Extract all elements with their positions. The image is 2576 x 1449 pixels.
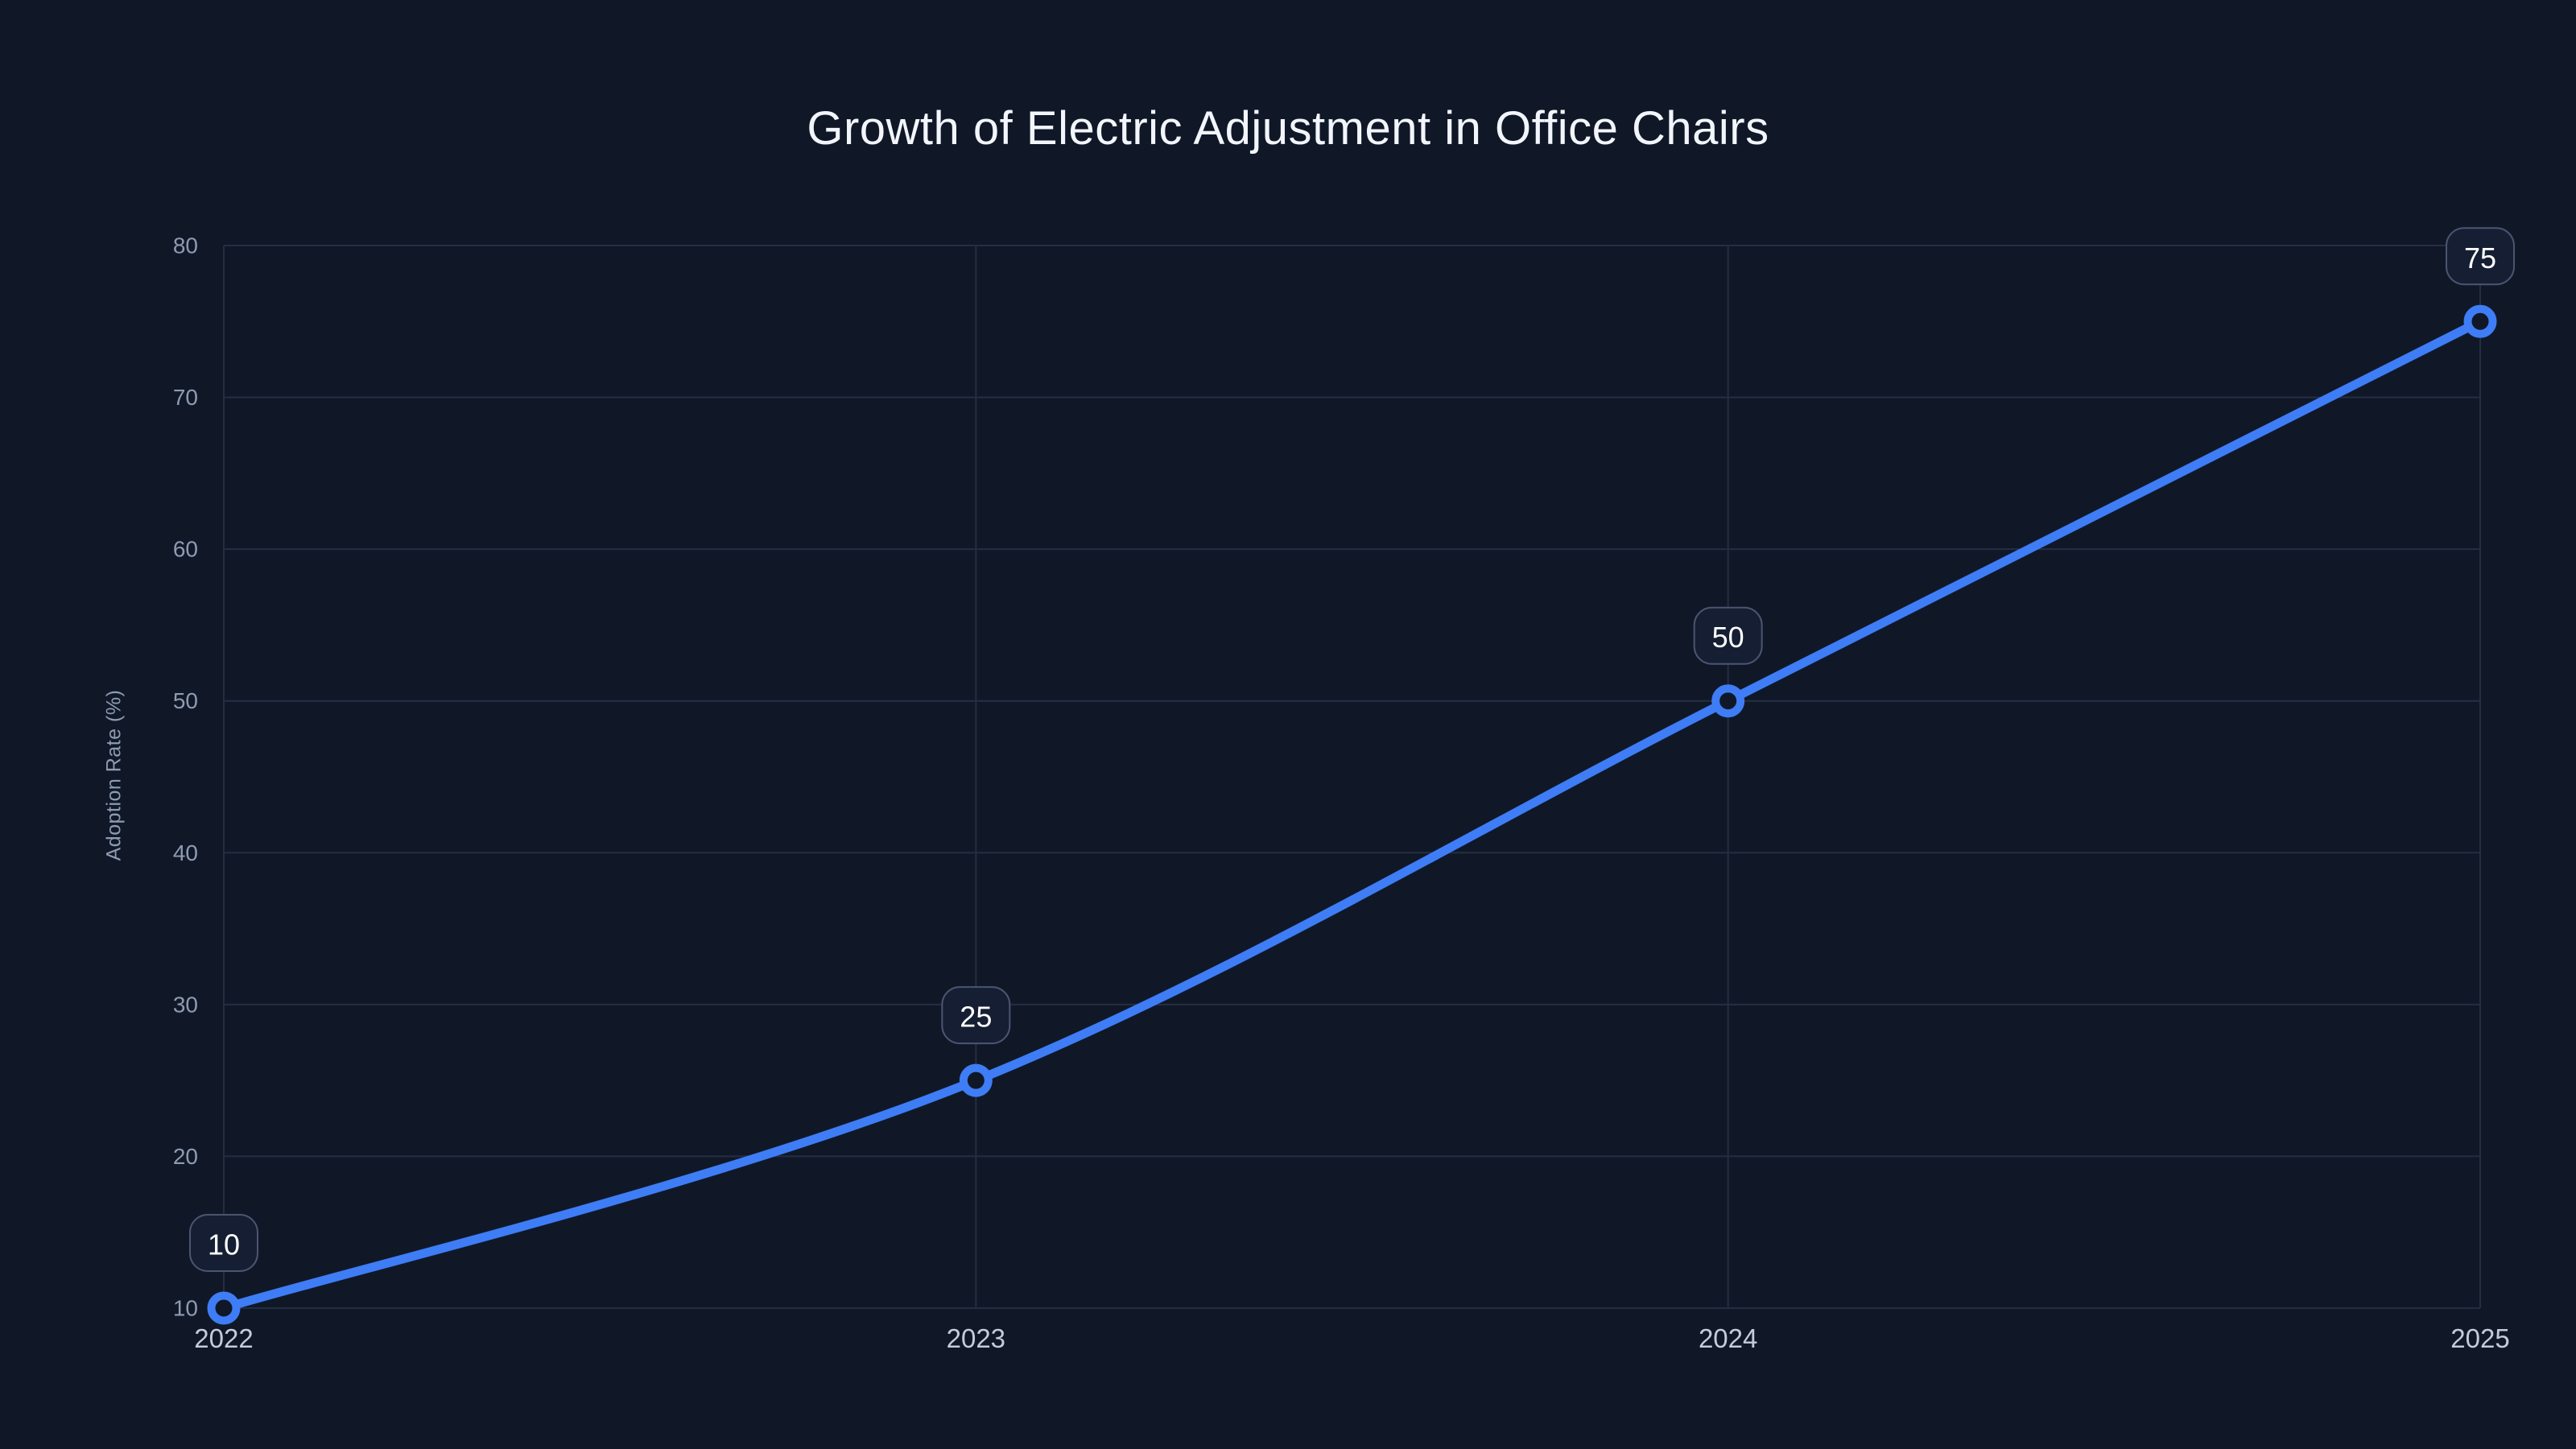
- grid-layer: [223, 245, 2481, 1309]
- data-label-text: 75: [2464, 242, 2496, 275]
- x-tick-label: 2025: [2450, 1323, 2509, 1353]
- y-tick-label: 60: [173, 537, 198, 562]
- data-label-badge: [2446, 227, 2515, 286]
- data-point-marker[interactable]: [959, 1063, 993, 1097]
- y-tick-label: 50: [173, 688, 198, 713]
- data-label-badge: [1693, 606, 1763, 665]
- data-label-text: 50: [1712, 621, 1744, 654]
- data-point-marker[interactable]: [1711, 684, 1745, 718]
- series-layer: [207, 304, 2497, 1325]
- y-tick-label: 40: [173, 840, 198, 865]
- y-tick-label: 30: [173, 992, 198, 1017]
- data-point-marker[interactable]: [207, 1291, 241, 1325]
- y-tick-label: 20: [173, 1144, 198, 1169]
- x-tick-label: 2024: [1699, 1323, 1757, 1353]
- y-tick-label: 80: [173, 233, 198, 258]
- label-layer: 10 25 50 75 10 20 30 40 50 60 70 80 2022 2023 2024 2025: [173, 227, 2515, 1353]
- data-label-badge: [941, 986, 1011, 1045]
- x-tick-label: 2023: [947, 1323, 1005, 1353]
- data-label-text: 25: [960, 1001, 992, 1034]
- data-label-badge: [189, 1214, 258, 1272]
- data-point-marker[interactable]: [2463, 304, 2497, 338]
- chart-title: Growth of Electric Adjustment in Office …: [807, 102, 1769, 155]
- y-tick-label: 10: [173, 1296, 198, 1321]
- x-tick-label: 2022: [194, 1323, 253, 1353]
- data-label-text: 10: [208, 1228, 240, 1261]
- series-line-path: [219, 316, 2485, 1313]
- y-tick-label: 70: [173, 385, 198, 410]
